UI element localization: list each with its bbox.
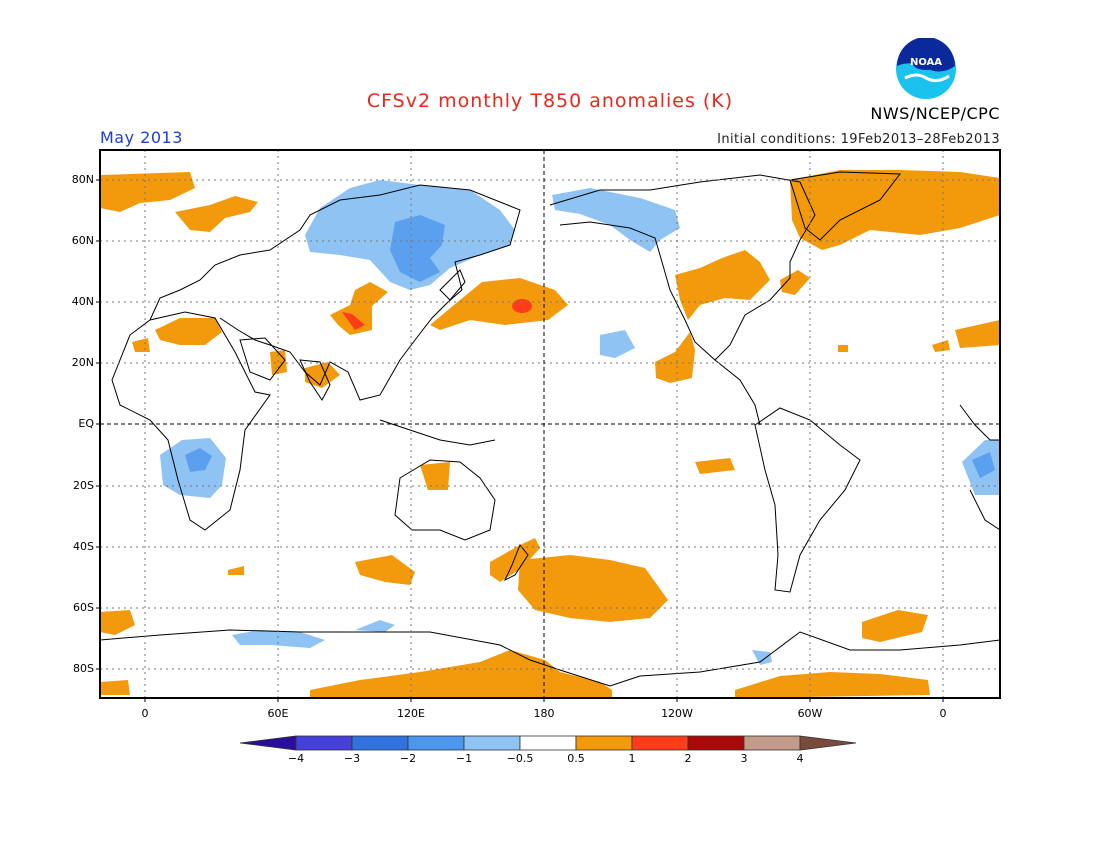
lat-label: 40S [73,540,94,553]
strong-warm-anomaly-regions [342,299,532,330]
lon-label: 0 [141,707,149,720]
agency-label: NWS/NCEP/CPC [870,104,1000,123]
lat-label: 20S [73,479,94,492]
colorbar-cell [463,735,521,751]
map-title: CFSv2 monthly T850 anomalies (K) [366,90,734,112]
colorbar-tick: 1 [628,752,636,765]
colorbar-tick: 2 [684,752,692,765]
lon-label: 120W [661,707,693,720]
lon-label: 120E [397,707,425,720]
colorbar-tick: −2 [399,752,417,765]
warm-anomaly-regions [100,170,1000,698]
lat-label: 80N [71,173,94,186]
lat-label: 60N [71,234,94,247]
lat-label: 80S [73,662,94,675]
colorbar-cell [799,735,857,751]
colorbar-cell [687,735,745,751]
logo-text: NOAA [910,57,942,68]
noaa-logo: NOAA [896,38,956,99]
coastlines [100,171,1000,687]
map-frame [99,149,1001,699]
colorbar-cell [295,735,353,751]
colorbar-tick: −4 [287,752,305,765]
colorbar-cell [631,735,689,751]
lat-label: EQ [78,417,94,430]
axis-ticks [96,179,944,702]
colorbar-tick: −1 [455,752,473,765]
lat-label: 20N [71,356,94,369]
colorbar-tick: 3 [740,752,748,765]
cool-anomaly-regions [160,180,1000,665]
colorbar-cell [407,735,465,751]
colorbar-cells [239,735,857,751]
colorbar-cell [519,735,577,751]
equator-dateline [100,150,1000,698]
lon-label: 180 [533,707,555,720]
lon-label: 0 [939,707,947,720]
colorbar-cell [575,735,633,751]
lat-lon-grid [100,150,1000,698]
colorbar-tick: 0.5 [567,752,585,765]
lon-label: 60E [267,707,289,720]
lon-label: 60W [797,707,823,720]
colorbar-cell [239,735,297,751]
lat-label: 60S [73,601,94,614]
colorbar-tick: −3 [343,752,361,765]
colorbar-cell [743,735,801,751]
initial-conditions: Initial conditions: 19Feb2013–28Feb2013 [717,132,1000,147]
moderate-cool-anomaly-regions [185,215,995,478]
colorbar-tick: 4 [796,752,804,765]
colorbar-tick: −0.5 [506,752,534,765]
colorbar-cell [351,735,409,751]
valid-month: May 2013 [100,128,183,147]
lat-label: 40N [71,295,94,308]
